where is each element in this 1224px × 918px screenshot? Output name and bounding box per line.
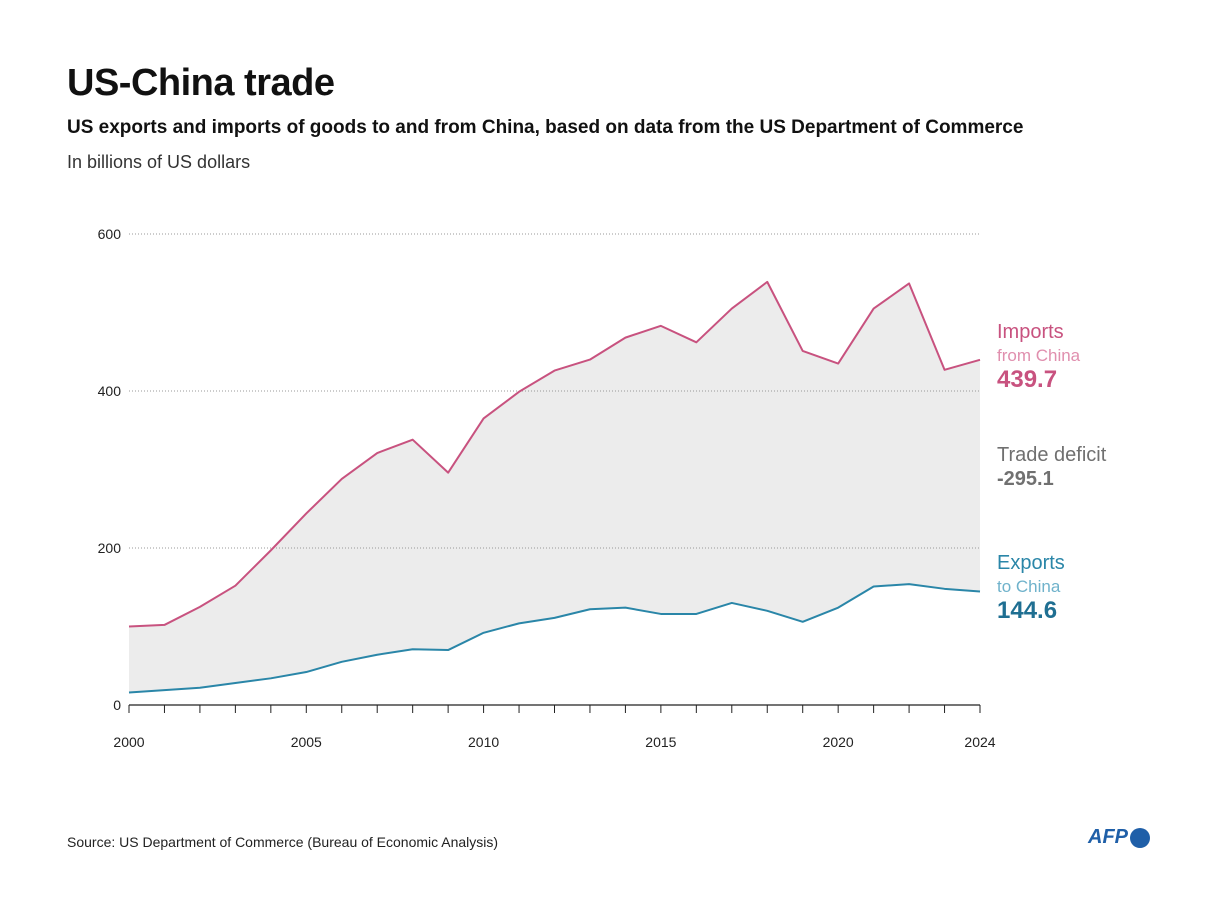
exports-title: Exports [997,552,1065,574]
afp-logo: AFP [1088,826,1150,849]
imports-title: Imports [997,321,1064,343]
y-tick-label: 0 [113,697,121,713]
exports-line [128,583,981,694]
x-tick-label: 2010 [468,734,499,750]
chart-title: US-China trade [67,62,335,104]
imports-value: 439.7 [997,366,1058,393]
exports-subtitle: to China [997,577,1061,596]
chart-subtitle: US exports and imports of goods to and f… [67,117,1024,138]
imports-subtitle: from China [997,346,1081,365]
deficit-area [129,281,980,693]
source-note: Source: US Department of Commerce (Burea… [67,834,499,850]
unit-label: In billions of US dollars [67,152,251,172]
exports-value: 144.6 [997,597,1058,624]
imports-label: Imports from China 439.7 [997,320,1080,392]
deficit-value: -295.1 [997,468,1054,490]
y-tick-label: 200 [98,540,122,556]
x-tick-label: 2024 [964,734,995,750]
y-tick-label: 400 [98,383,122,399]
x-tick-label: 2005 [291,734,322,750]
x-tick-label: 2000 [113,734,144,750]
deficit-label: Trade deficit -295.1 [997,443,1106,491]
deficit-title: Trade deficit [997,444,1107,466]
y-tick-label: 600 [98,226,122,242]
imports-line [128,280,981,628]
x-tick-label: 2020 [823,734,854,750]
exports-label: Exports to China 144.6 [997,551,1065,623]
x-tick-label: 2015 [645,734,676,750]
